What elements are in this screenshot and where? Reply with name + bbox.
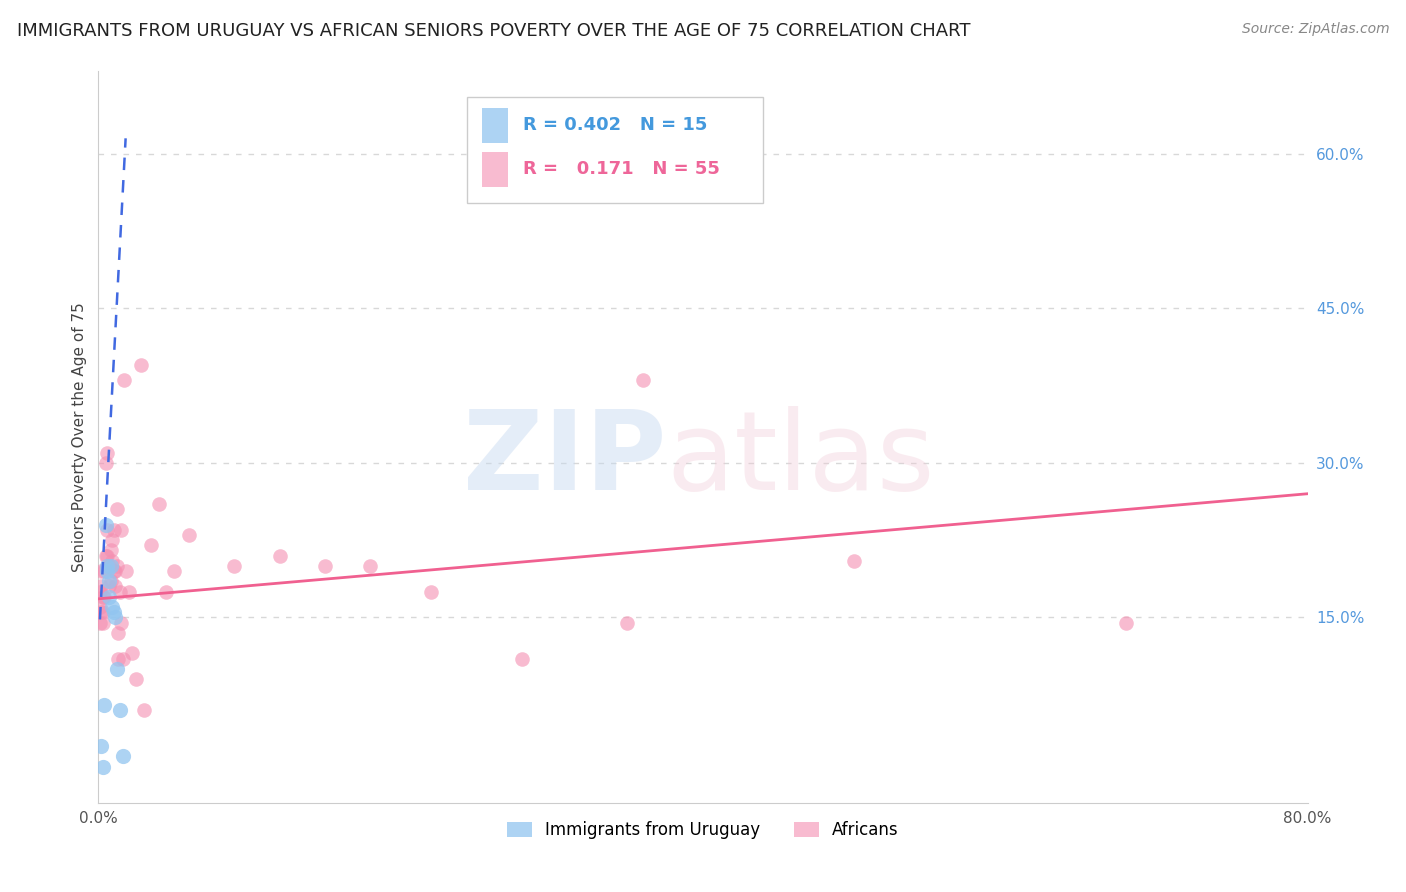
Point [89,584,111,599]
Point [94,517,117,532]
Point [100,558,122,573]
Point [94,549,117,563]
Point [105,662,128,676]
Point [105,558,128,573]
Point [121,647,143,661]
Point [100,574,122,589]
Point [141,538,163,552]
Point [98,574,121,589]
Point [96,523,118,537]
Point [90,739,112,753]
Point [104,579,127,593]
Point [163,564,186,578]
Text: ZIP: ZIP [464,406,666,513]
Point [90,579,112,593]
Point [101,600,124,615]
Point [107,625,129,640]
FancyBboxPatch shape [467,97,763,203]
Text: IMMIGRANTS FROM URUGUAY VS AFRICAN SENIORS POVERTY OVER THE AGE OF 75 CORRELATIO: IMMIGRANTS FROM URUGUAY VS AFRICAN SENIO… [17,22,970,40]
Point [148,497,170,511]
Point [96,445,118,459]
Point [93,564,115,578]
Point [100,543,122,558]
Point [111,651,134,665]
Point [103,523,125,537]
Point [510,651,533,665]
Point [105,502,128,516]
Point [91,605,114,619]
Point [420,584,443,599]
Point [98,558,121,573]
Point [89,615,111,630]
Point [96,564,118,578]
Point [132,703,155,717]
Point [90,564,112,578]
Point [108,584,131,599]
Point [93,590,115,604]
Point [314,558,336,573]
Text: R =   0.171   N = 55: R = 0.171 N = 55 [523,161,720,178]
Y-axis label: Seniors Poverty Over the Age of 75: Seniors Poverty Over the Age of 75 [72,302,87,572]
Point [495,126,517,140]
Point [90,605,112,619]
Point [104,564,127,578]
Point [616,615,638,630]
Point [101,554,124,568]
Point [91,615,114,630]
Point [631,373,654,387]
Point [94,456,117,470]
Text: Source: ZipAtlas.com: Source: ZipAtlas.com [1241,22,1389,37]
Point [1115,615,1137,630]
Point [129,358,152,372]
Point [98,590,121,604]
Point [93,698,115,712]
Point [89,600,111,615]
Point [269,549,291,563]
Point [104,610,127,624]
Point [103,564,125,578]
Point [111,749,134,764]
Point [107,651,129,665]
Point [110,615,132,630]
Point [360,558,382,573]
Point [118,584,141,599]
Point [98,579,121,593]
Point [844,554,866,568]
FancyBboxPatch shape [482,152,509,187]
Point [96,549,118,563]
Point [155,584,177,599]
FancyBboxPatch shape [482,108,509,143]
Point [91,590,114,604]
Point [91,760,114,774]
Legend: Immigrants from Uruguay, Africans: Immigrants from Uruguay, Africans [501,814,905,846]
Text: R = 0.402   N = 15: R = 0.402 N = 15 [523,117,707,135]
Point [96,558,118,573]
Point [112,373,135,387]
Point [179,528,201,542]
Point [110,523,132,537]
Point [103,605,125,619]
Text: atlas: atlas [666,406,935,513]
Point [101,533,124,547]
Point [224,558,246,573]
Point [108,703,131,717]
Point [125,672,148,686]
Point [114,564,136,578]
